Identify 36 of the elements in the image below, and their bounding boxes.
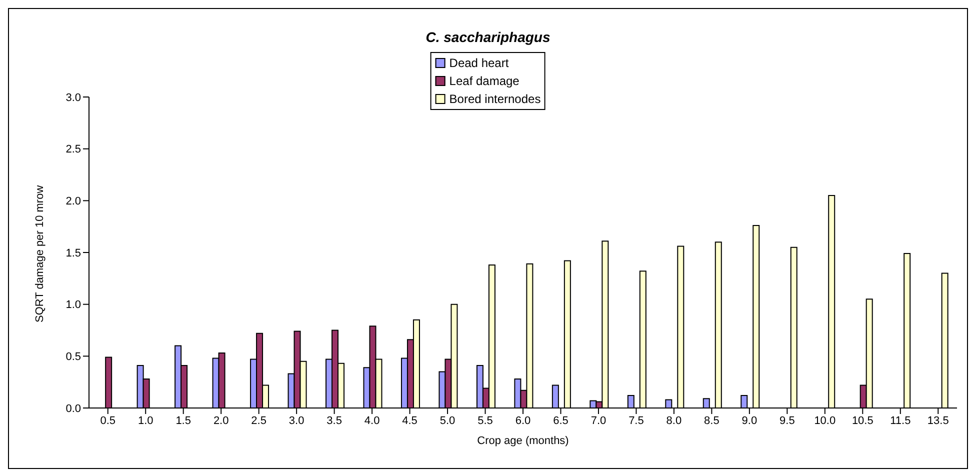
x-tick-label: 7.5 (628, 414, 644, 427)
legend-label: Bored internodes (449, 92, 541, 106)
y-tick-label: 3.0 (66, 92, 81, 104)
y-tick-label: 2.5 (66, 144, 81, 156)
x-tick-label: 3.5 (326, 414, 342, 427)
x-tick-label: 1.0 (138, 414, 154, 427)
x-tick-label: 3.0 (288, 414, 304, 427)
legend-label: Dead heart (449, 56, 509, 70)
y-tick-label: 1.0 (66, 299, 81, 312)
x-tick-label: 9.5 (780, 414, 795, 427)
y-tick-label: 0.5 (66, 351, 81, 364)
legend-label: Leaf damage (449, 74, 520, 88)
y-tick-label: 1.5 (66, 247, 81, 260)
x-tick-label: 10.5 (852, 414, 874, 427)
x-tick-label: 11.5 (890, 414, 911, 427)
x-axis-title: Crop age (months) (477, 435, 569, 447)
x-tick-label: 9.0 (742, 414, 758, 427)
x-tick-label: 2.0 (213, 414, 229, 427)
y-tick-label: 2.0 (66, 196, 81, 208)
x-tick-label: 8.5 (704, 414, 720, 427)
y-axis-title: SQRT damage per 10 mrow (34, 185, 46, 322)
x-tick-label: 7.0 (590, 414, 606, 427)
x-tick-label: 10.0 (814, 414, 836, 427)
x-tick-label: 13.5 (927, 414, 949, 427)
x-tick-label: 1.5 (176, 414, 191, 427)
x-tick-label: 5.5 (478, 414, 493, 427)
x-tick-label: 6.0 (515, 414, 531, 427)
x-tick-label: 2.5 (251, 414, 266, 427)
chart-title: C. sacchariphagus (424, 29, 552, 45)
y-tick-label: 0.0 (66, 402, 81, 415)
x-tick-label: 8.0 (666, 414, 682, 427)
x-tick-label: 6.5 (553, 414, 568, 427)
x-tick-label: 4.0 (364, 414, 380, 427)
x-tick-label: 0.5 (100, 414, 116, 427)
x-tick-label: 4.5 (402, 414, 418, 427)
x-tick-label: 5.0 (440, 414, 456, 427)
